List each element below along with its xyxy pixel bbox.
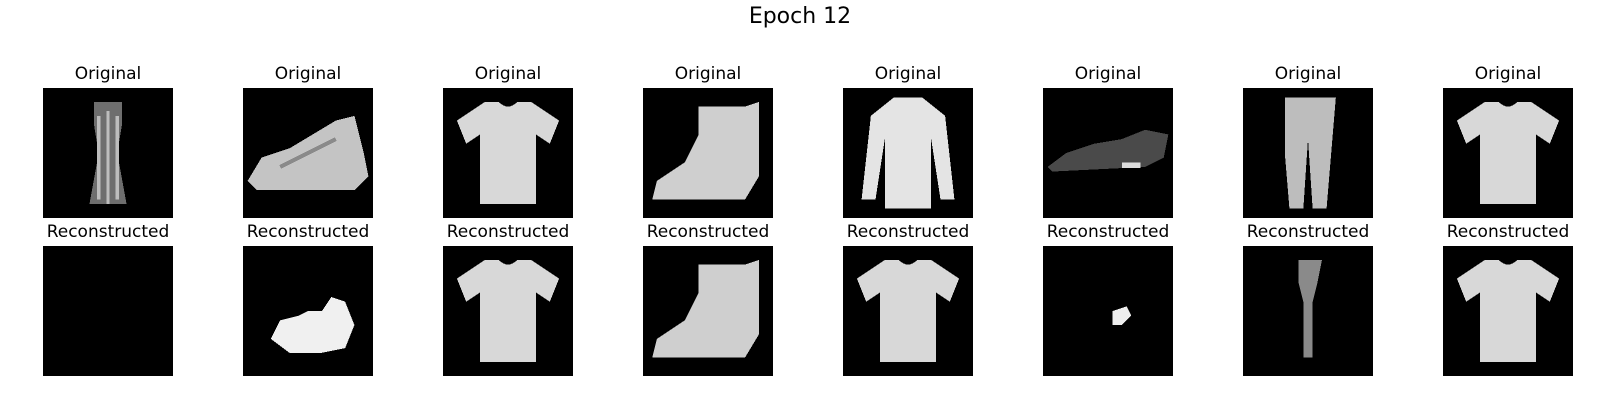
tshirt-icon — [443, 88, 573, 218]
tshirt-icon — [1443, 246, 1573, 376]
reconstructed-label: Reconstructed — [46, 222, 170, 242]
reconstructed-label: Reconstructed — [1446, 222, 1570, 242]
original-label: Original — [274, 64, 342, 84]
original-label: Original — [1074, 64, 1142, 84]
reconstructed-label: Reconstructed — [246, 222, 370, 242]
dress-icon — [43, 88, 173, 218]
reconstructed-label: Reconstructed — [446, 222, 570, 242]
reconstructed-label: Reconstructed — [1046, 222, 1170, 242]
small-blob-icon — [1043, 246, 1173, 376]
ankle-boot-icon — [643, 88, 773, 218]
original-label: Original — [874, 64, 942, 84]
original-label: Original — [674, 64, 742, 84]
original-label: Original — [1474, 64, 1542, 84]
original-label: Original — [74, 64, 142, 84]
trouser-faint-icon — [1243, 246, 1373, 376]
original-label: Original — [1274, 64, 1342, 84]
tshirt-icon — [1443, 88, 1573, 218]
tshirt-icon — [443, 246, 573, 376]
coat-icon — [843, 88, 973, 218]
sneaker-icon — [243, 88, 373, 218]
tshirt-icon — [843, 246, 973, 376]
blank-icon — [43, 246, 173, 376]
ankle-boot-icon — [643, 246, 773, 376]
sneaker-dark-icon — [1043, 88, 1173, 218]
reconstructed-label: Reconstructed — [646, 222, 770, 242]
bag-blob-icon — [243, 246, 373, 376]
original-label: Original — [474, 64, 542, 84]
reconstructed-label: Reconstructed — [846, 222, 970, 242]
trouser-icon — [1243, 88, 1373, 218]
reconstructed-label: Reconstructed — [1246, 222, 1370, 242]
figure-title: Epoch 12 — [748, 4, 852, 29]
